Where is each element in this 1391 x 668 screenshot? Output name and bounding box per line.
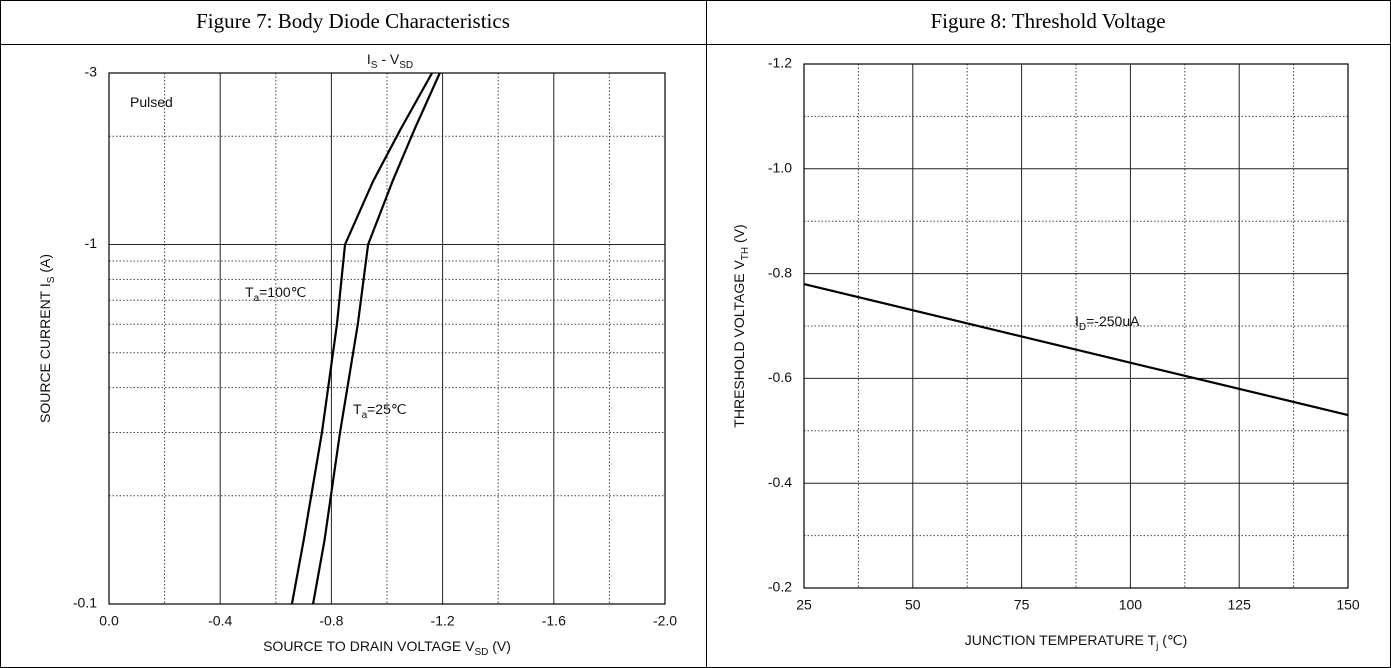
series-line	[290, 72, 433, 605]
y-tick-label: -0.1	[73, 595, 97, 611]
figure-title: Figure 8: Threshold Voltage	[930, 9, 1165, 33]
series-label: Ta=25℃	[353, 401, 407, 421]
series-label-part: =100℃	[259, 284, 306, 300]
series-label-part: =25℃	[367, 401, 406, 417]
figure-title: Figure 7: Body Diode Characteristics	[196, 9, 510, 33]
annotation-part: Pulsed	[130, 94, 173, 110]
y-axis-label-part: SOURCE CURRENT I	[37, 283, 53, 423]
y-tick-label: -1.0	[768, 160, 792, 176]
y-tick-label: -1	[85, 235, 98, 251]
x-tick-label: -1.6	[542, 613, 566, 629]
y-axis-label-part: (A)	[37, 254, 53, 277]
plot-title-part: S	[371, 60, 378, 71]
x-tick-label: 125	[1228, 597, 1252, 613]
plot-frame	[803, 63, 1349, 589]
x-axis-label-part: j	[1155, 641, 1158, 652]
x-axis-label-part: SD	[474, 647, 488, 658]
y-tick-label: -1.2	[768, 55, 792, 71]
series-line	[311, 72, 441, 605]
y-axis-label-part: TH	[740, 247, 751, 260]
y-tick-label: -3	[85, 64, 98, 80]
x-tick-label: 25	[796, 597, 812, 613]
annotation: Pulsed	[130, 94, 173, 110]
series-label-part: a	[254, 293, 260, 304]
x-axis-label-part: SOURCE TO DRAIN VOLTAGE V	[263, 638, 475, 654]
series-label-part: T	[353, 401, 362, 417]
y-tick-label: -0.6	[768, 369, 792, 385]
series-label-part: T	[245, 284, 254, 300]
x-tick-label: 150	[1336, 597, 1360, 613]
plot-title-part: - V	[377, 51, 399, 67]
plot-title: IS - VSD	[367, 51, 413, 71]
x-axis-label-part: (V)	[488, 638, 511, 654]
series-label-part: a	[362, 410, 368, 421]
y-tick-label: -0.4	[768, 474, 792, 490]
plot-frame	[108, 72, 666, 605]
x-tick-label: -0.8	[319, 613, 343, 629]
annotation: ID=-250uA	[1075, 313, 1140, 333]
x-tick-label: 75	[1014, 597, 1030, 613]
y-axis-label-part: S	[46, 276, 57, 283]
plot-title-part: SD	[399, 60, 413, 71]
x-axis-label: JUNCTION TEMPERATURE Tj (℃)	[965, 632, 1188, 652]
x-tick-label: -2.0	[653, 613, 677, 629]
x-tick-label: 50	[905, 597, 921, 613]
annotation-part: D	[1079, 322, 1086, 333]
x-axis-label-part: (℃)	[1158, 632, 1187, 648]
plot-title-part: I	[367, 51, 371, 67]
annotation-part: I	[1075, 313, 1079, 329]
y-axis-label: SOURCE CURRENT IS (A)	[37, 254, 57, 423]
x-tick-label: 0.0	[99, 613, 119, 629]
x-axis-label-part: JUNCTION TEMPERATURE T	[965, 632, 1157, 648]
x-axis-label: SOURCE TO DRAIN VOLTAGE VSD (V)	[263, 638, 511, 658]
series-line	[803, 283, 1349, 417]
x-tick-label: -0.4	[208, 613, 232, 629]
y-axis-label-part: THRESHOLD VOLTAGE V	[731, 260, 747, 428]
x-tick-label: -1.2	[431, 613, 455, 629]
series-label: Ta=100℃	[245, 284, 306, 304]
x-tick-label: 100	[1119, 597, 1143, 613]
y-tick-label: -0.8	[768, 264, 792, 280]
annotation-part: =-250uA	[1086, 313, 1140, 329]
y-axis-label: THRESHOLD VOLTAGE VTH (V)	[731, 224, 751, 427]
y-tick-label: -0.2	[768, 579, 792, 595]
y-axis-label-part: (V)	[731, 224, 747, 247]
